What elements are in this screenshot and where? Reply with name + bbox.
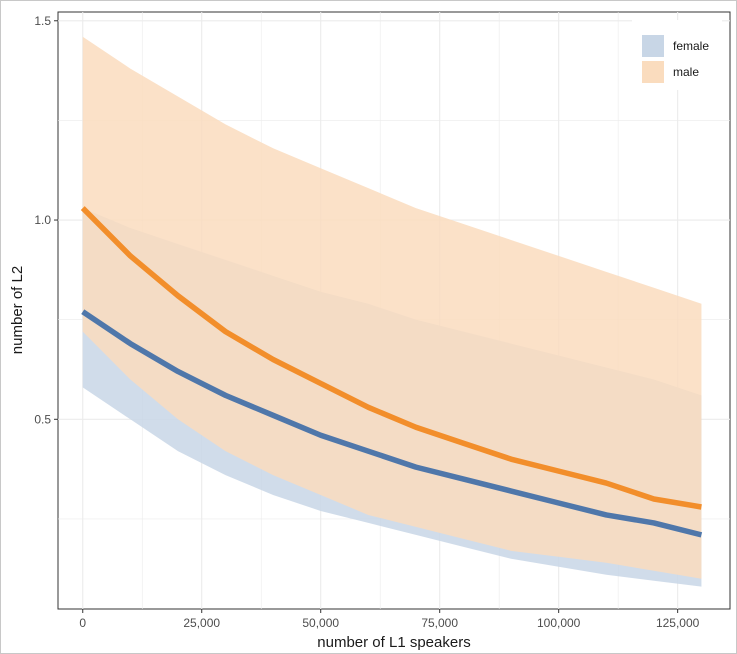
confidence-bands	[82, 36, 702, 587]
x-tick-label: 75,000	[421, 616, 458, 630]
y-tick-label: 1.0	[34, 213, 51, 227]
legend: female male	[632, 20, 722, 90]
y-axis-title: number of L2	[9, 266, 26, 354]
y-tick-label: 1.5	[34, 14, 51, 28]
legend-key-male	[642, 61, 664, 83]
series-line-male	[80, 206, 702, 510]
legend-label-male: male	[673, 65, 699, 79]
series-line-female	[81, 309, 703, 538]
confidence-band-male	[82, 36, 702, 579]
x-tick-label: 0	[79, 616, 86, 630]
x-axis: 0 25,000 50,000 75,000 100,000 125,000	[79, 609, 700, 630]
x-tick-label: 100,000	[537, 616, 581, 630]
x-axis-title: number of L1 speakers	[317, 634, 470, 651]
y-tick-label: 0.5	[34, 412, 51, 426]
x-tick-label: 125,000	[656, 616, 700, 630]
x-tick-label: 25,000	[183, 616, 220, 630]
y-axis: 0.5 1.0 1.5	[34, 14, 58, 426]
legend-key-female	[642, 35, 664, 57]
x-tick-label: 50,000	[302, 616, 339, 630]
legend-label-female: female	[673, 39, 709, 53]
series-lines	[80, 206, 703, 538]
